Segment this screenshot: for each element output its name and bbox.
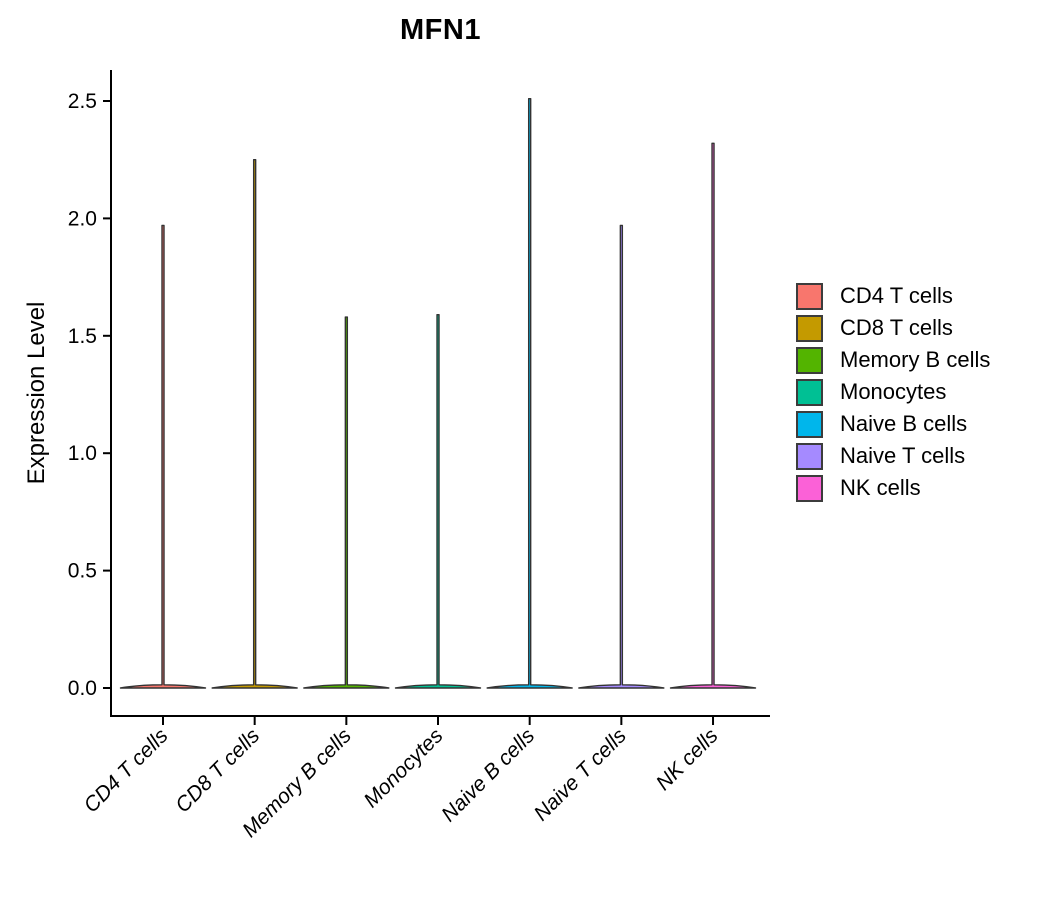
legend-color-swatch bbox=[796, 442, 823, 470]
legend-item: Monocytes bbox=[796, 376, 990, 408]
x-axis-category-label: Naive B cells bbox=[437, 724, 539, 826]
legend-item: CD8 T cells bbox=[796, 312, 990, 344]
violin-naive-t-cells bbox=[578, 224, 665, 689]
legend: CD4 T cells CD8 T cells Memory B cells M… bbox=[796, 280, 990, 504]
legend-item-label: CD4 T cells bbox=[840, 283, 953, 308]
violin-cd4-t-cells bbox=[119, 224, 207, 689]
legend-color-swatch bbox=[796, 282, 823, 310]
x-axis-category-label: NK cells bbox=[652, 724, 723, 795]
y-tick-label: 2.0 bbox=[68, 207, 97, 230]
legend-item: Memory B cells bbox=[796, 344, 990, 376]
x-axis-category-label: CD4 T cells bbox=[80, 724, 173, 817]
y-tick-label: 1.0 bbox=[68, 442, 97, 465]
x-axis-category-label: Naive T cells bbox=[530, 724, 632, 826]
violin-cd8-t-cells bbox=[211, 159, 298, 689]
violin-naive-b-cells bbox=[486, 97, 573, 689]
legend-item-label: CD8 T cells bbox=[840, 315, 953, 340]
legend-color-swatch bbox=[796, 346, 823, 374]
chart-title: MFN1 bbox=[400, 14, 481, 46]
y-tick-label: 1.5 bbox=[68, 325, 97, 348]
legend-item-label: NK cells bbox=[840, 475, 921, 500]
legend-item: CD4 T cells bbox=[796, 280, 990, 312]
legend-item: NK cells bbox=[796, 472, 990, 504]
y-tick-label: 0.5 bbox=[68, 560, 97, 583]
y-tick-label: 0.0 bbox=[68, 677, 97, 700]
y-tick-label: 2.5 bbox=[68, 90, 97, 113]
legend-color-swatch bbox=[796, 378, 823, 406]
violin-monocytes bbox=[394, 313, 482, 689]
legend-item: Naive B cells bbox=[796, 408, 990, 440]
legend-item: Naive T cells bbox=[796, 440, 990, 472]
x-axis-category-label: Monocytes bbox=[359, 724, 447, 812]
legend-color-swatch bbox=[796, 410, 823, 438]
legend-item-label: Naive T cells bbox=[840, 443, 966, 468]
legend-color-swatch bbox=[796, 314, 823, 342]
legend-item-label: Memory B cells bbox=[840, 347, 991, 372]
legend-item-label: Monocytes bbox=[840, 379, 947, 404]
legend-color-swatch bbox=[796, 474, 823, 502]
violin-nk-cells bbox=[669, 142, 757, 689]
legend-item-label: Naive B cells bbox=[840, 411, 968, 436]
x-axis-category-label: CD8 T cells bbox=[171, 724, 264, 817]
y-axis-label: Expression Level bbox=[23, 302, 50, 485]
violin-memory-b-cells bbox=[303, 316, 390, 689]
